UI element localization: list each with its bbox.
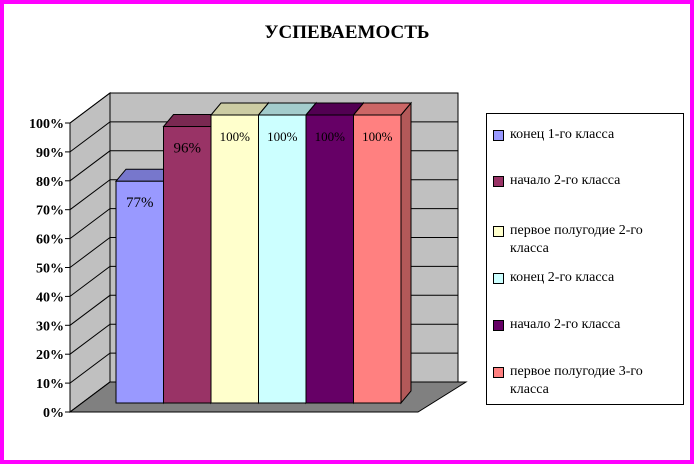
y-tick-label: 100% bbox=[29, 117, 64, 132]
y-tick-label: 50% bbox=[36, 262, 64, 277]
bar bbox=[162, 113, 223, 405]
legend-label: конец 1-го класса bbox=[510, 127, 615, 142]
chart-bars bbox=[114, 101, 413, 405]
bar-data-label: 100% bbox=[315, 129, 346, 144]
bar-front bbox=[115, 180, 164, 404]
bar-front bbox=[353, 114, 402, 404]
legend-label: конец 2-го класса bbox=[510, 270, 615, 285]
legend-item: конец 1-го класса bbox=[493, 126, 679, 144]
legend-item: первое полугодие 3-го класса bbox=[493, 363, 679, 399]
y-tick-label: 70% bbox=[36, 204, 64, 219]
chart-data-labels: 77% 96% 100% 100% 100% 100% bbox=[126, 129, 393, 211]
y-axis-ticks: 0% 10% 20% 30% 40% 50% 60% 70% 80% 90% 100% bbox=[29, 117, 71, 421]
legend-item: первое полугодие 2-го класса bbox=[493, 222, 679, 258]
legend-item: начало 2-го класса bbox=[493, 172, 679, 190]
y-tick-label: 80% bbox=[36, 175, 64, 190]
bar-data-label: 96% bbox=[174, 141, 202, 157]
gridline bbox=[69, 92, 458, 124]
legend-swatch bbox=[493, 130, 504, 141]
bar-front bbox=[258, 114, 307, 404]
y-tick-label: 40% bbox=[36, 290, 64, 305]
y-tick-label: 10% bbox=[36, 377, 64, 392]
legend-label: начало 2-го класса bbox=[510, 173, 621, 188]
bar-side bbox=[400, 101, 412, 405]
chart-legend: конец 1-го класса начало 2-го класса перво… bbox=[486, 113, 684, 405]
legend-label: первое полугодие 2-го класса bbox=[510, 223, 643, 256]
bar bbox=[352, 101, 413, 405]
bar-front bbox=[210, 114, 259, 404]
bar-data-label: 100% bbox=[267, 129, 298, 144]
legend-item: конец 2-го класса bbox=[493, 269, 679, 287]
chart-title: УСПЕВАЕМОСТЬ bbox=[264, 22, 430, 43]
legend-swatch bbox=[493, 226, 504, 237]
bar-front bbox=[163, 126, 212, 404]
y-tick-label: 0% bbox=[43, 406, 64, 421]
legend-label: первое полугодие 3-го класса bbox=[510, 364, 643, 397]
bar-data-label: 100% bbox=[362, 129, 393, 144]
y-tick-label: 20% bbox=[36, 348, 64, 363]
legend-swatch bbox=[493, 273, 504, 284]
bar-front bbox=[305, 114, 354, 404]
legend-swatch bbox=[493, 367, 504, 378]
legend-label: начало 2-го класса bbox=[510, 317, 621, 332]
bar-top bbox=[352, 102, 413, 116]
bar bbox=[257, 101, 318, 405]
legend-swatch bbox=[493, 176, 504, 187]
bar-data-label: 77% bbox=[126, 195, 154, 211]
legend-swatch bbox=[493, 320, 504, 331]
bar-data-label: 100% bbox=[220, 129, 251, 144]
y-tick-label: 30% bbox=[36, 319, 64, 334]
y-tick-label: 60% bbox=[36, 233, 64, 248]
y-tick-label: 90% bbox=[36, 146, 64, 161]
legend-item: начало 2-го класса bbox=[493, 316, 679, 334]
